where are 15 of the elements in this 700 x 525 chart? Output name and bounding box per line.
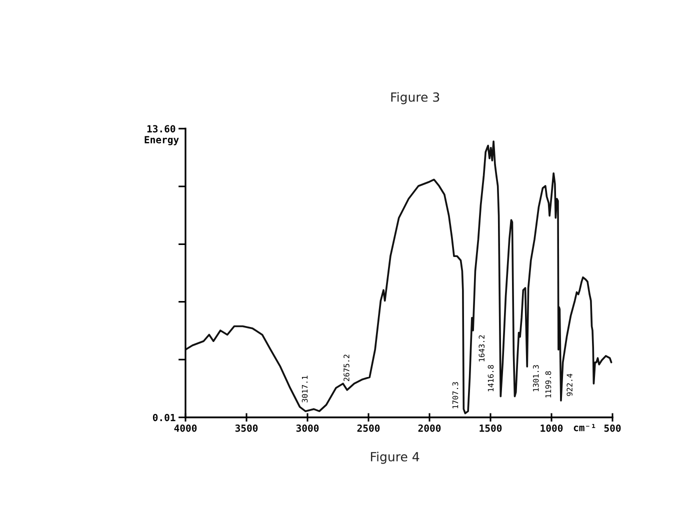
y-axis-title: Energy bbox=[144, 136, 179, 146]
x-tick-label: 2000 bbox=[418, 424, 441, 432]
y-tick-label: 13.60 bbox=[147, 125, 176, 132]
x-axis-title: cm⁻¹ bbox=[574, 424, 596, 432]
line-series bbox=[186, 140, 612, 414]
x-tick-label: 3000 bbox=[296, 424, 319, 432]
x-tick-label: 500 bbox=[604, 424, 621, 432]
x-tick-label: 1500 bbox=[480, 424, 502, 432]
x-tick-label: 1000 bbox=[540, 424, 563, 432]
x-tick-label: 2500 bbox=[357, 424, 380, 432]
y-tick-label: 0.01 bbox=[152, 414, 176, 422]
caption: Figure 3 bbox=[391, 92, 440, 104]
x-tick-label: 3500 bbox=[235, 424, 258, 432]
caption: Figure 4 bbox=[370, 452, 420, 464]
x-tick-label: 4000 bbox=[174, 424, 197, 432]
